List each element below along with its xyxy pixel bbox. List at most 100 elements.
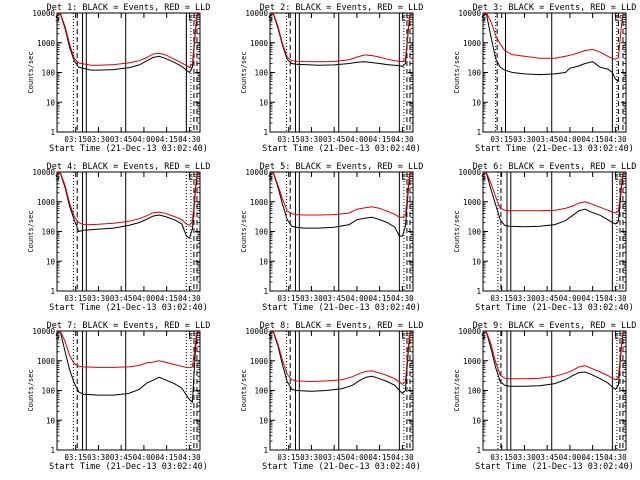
series-line-lld (483, 331, 625, 381)
segment-marker: E (188, 173, 193, 182)
segment-marker: E (614, 332, 619, 341)
x-tick-label: 03:30 (513, 135, 536, 144)
y-tick-label: 10 (472, 257, 482, 266)
y-tick-label: 1000 (37, 39, 56, 48)
plot-frame (482, 12, 627, 133)
plot-frame (269, 330, 414, 451)
series-line-events (270, 172, 412, 237)
x-tick-label: 03:45 (323, 135, 346, 144)
x-tick-label: 04:00 (133, 294, 156, 303)
y-tick-label: 100 (41, 228, 55, 237)
segment-marker: S (55, 332, 60, 341)
x-tick-label: 03:45 (536, 294, 559, 303)
y-tick-label: 1000 (37, 357, 56, 366)
panel-det-1: Det 1: BLACK = Events, RED = LLD 1 10 100 10… (27, 3, 210, 154)
x-tick-label: 04:30 (604, 135, 627, 144)
y-axis-label: Counts/sec (240, 51, 248, 93)
x-tick-label: 03:15 (277, 453, 300, 462)
series-line-lld (270, 172, 412, 218)
x-tick-label: 03:45 (110, 135, 133, 144)
segment-marker: E (614, 173, 619, 182)
panel-det-3: Det 3: BLACK = Events, RED = LLD 1 10 100 10… (453, 3, 636, 154)
x-tick-label: 04:15 (155, 294, 178, 303)
series-line-lld (270, 13, 412, 63)
x-tick-label: 03:30 (87, 135, 110, 144)
x-tick-label: 03:30 (300, 135, 323, 144)
segment-marker: S (619, 14, 624, 23)
x-tick-label: 04:30 (178, 135, 201, 144)
segment-marker: S (268, 332, 273, 341)
series-line-lld (57, 172, 199, 227)
y-tick-label: 10 (472, 416, 482, 425)
segment-marker: E (614, 14, 619, 23)
y-tick-label: 1 (263, 128, 268, 137)
y-tick-label: 1 (263, 446, 268, 455)
y-axis-label: Counts/sec (27, 369, 35, 411)
y-tick-label: 10000 (245, 168, 268, 177)
panel-title: Det 3: BLACK = Events, RED = LLD (473, 3, 637, 13)
segment-marker: E (401, 173, 406, 182)
y-axis-label: Counts/sec (240, 369, 248, 411)
segment-marker: S (619, 332, 624, 341)
segment-marker: E (401, 332, 406, 341)
x-tick-label: 04:30 (604, 294, 627, 303)
series-group (270, 331, 412, 395)
x-tick-label: 04:15 (368, 453, 391, 462)
segment-marker: S (481, 14, 486, 23)
series-line-events (57, 331, 199, 404)
y-tick-label: 10000 (32, 327, 55, 336)
x-tick-label: 04:30 (391, 294, 414, 303)
segment-marker: S (481, 173, 486, 182)
series-line-events (483, 13, 619, 82)
x-tick-label: 04:15 (581, 135, 604, 144)
series-group (483, 13, 625, 82)
y-tick-label: 100 (41, 69, 55, 78)
x-tick-label: 03:45 (110, 294, 133, 303)
x-tick-label: 04:00 (133, 135, 156, 144)
y-tick-label: 10 (46, 416, 56, 425)
x-tick-label: 04:30 (391, 453, 414, 462)
series-group (483, 172, 625, 228)
y-tick-label: 10000 (458, 9, 481, 18)
x-axis-label: Start Time (21-Dec-13 03:02:40) (49, 303, 208, 313)
x-tick-label: 04:00 (346, 453, 369, 462)
plot-frame (269, 171, 414, 292)
x-tick-label: 04:30 (391, 135, 414, 144)
x-axis-label: Start Time (21-Dec-13 03:02:40) (475, 462, 634, 472)
x-tick-label: 04:15 (368, 135, 391, 144)
series-line-lld (483, 13, 625, 60)
y-tick-label: 10000 (32, 9, 55, 18)
panel-title: Det 4: BLACK = Events, RED = LLD (47, 162, 211, 172)
y-tick-label: 10000 (245, 327, 268, 336)
y-tick-label: 10 (46, 98, 56, 107)
y-axis-label: Counts/sec (453, 369, 461, 411)
segment-marker: E (188, 14, 193, 23)
y-tick-label: 100 (467, 228, 481, 237)
segment-marker: S (193, 173, 198, 182)
segment-marker: S (268, 173, 273, 182)
y-tick-label: 100 (467, 69, 481, 78)
x-tick-label: 03:30 (300, 294, 323, 303)
x-tick-label: 04:30 (178, 294, 201, 303)
plot-frame (269, 12, 414, 133)
y-tick-label: 10 (259, 416, 269, 425)
y-tick-label: 1000 (463, 198, 482, 207)
panel-det-8: Det 8: BLACK = Events, RED = LLD 1 10 100 10… (240, 321, 423, 472)
panel-det-2: Det 2: BLACK = Events, RED = LLD 1 10 100 10… (240, 3, 423, 154)
x-tick-label: 04:00 (133, 453, 156, 462)
series-group (57, 331, 199, 404)
x-axis-label: Start Time (21-Dec-13 03:02:40) (475, 144, 634, 154)
y-tick-label: 100 (254, 228, 268, 237)
y-tick-label: 1 (50, 128, 55, 137)
x-tick-label: 03:15 (64, 453, 87, 462)
y-tick-label: 10000 (458, 168, 481, 177)
plot-frame (56, 12, 201, 133)
segment-marker: S (55, 173, 60, 182)
series-group (483, 331, 625, 390)
segment-marker: S (55, 14, 60, 23)
x-tick-label: 03:15 (64, 294, 87, 303)
series-group (270, 172, 412, 237)
series-line-lld (57, 331, 199, 369)
x-tick-label: 04:15 (155, 135, 178, 144)
